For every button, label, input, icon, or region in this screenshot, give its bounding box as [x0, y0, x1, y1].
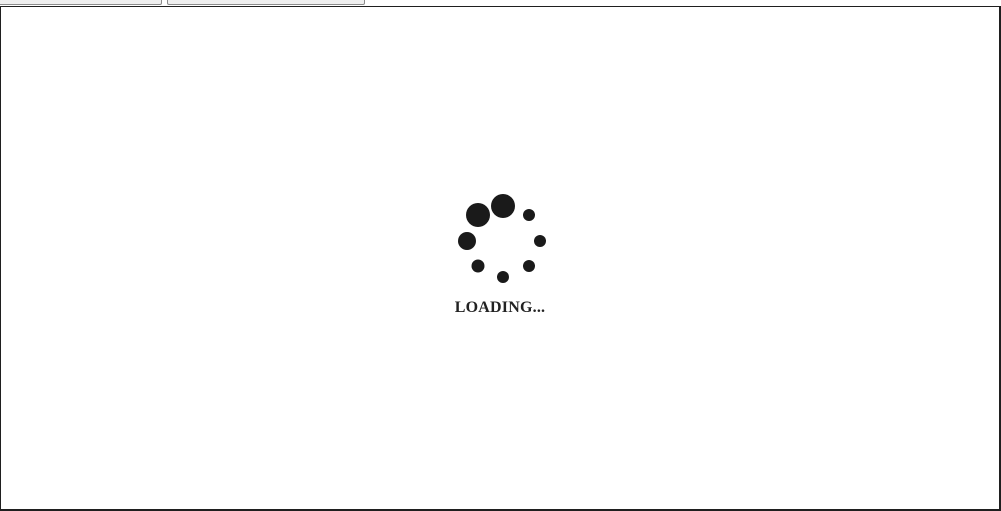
content-viewport [0, 6, 1001, 511]
tab-strip [0, 0, 1001, 7]
tab-2[interactable] [167, 0, 365, 5]
loading-label: LOADING... [454, 299, 546, 316]
tab-1[interactable] [0, 0, 162, 5]
